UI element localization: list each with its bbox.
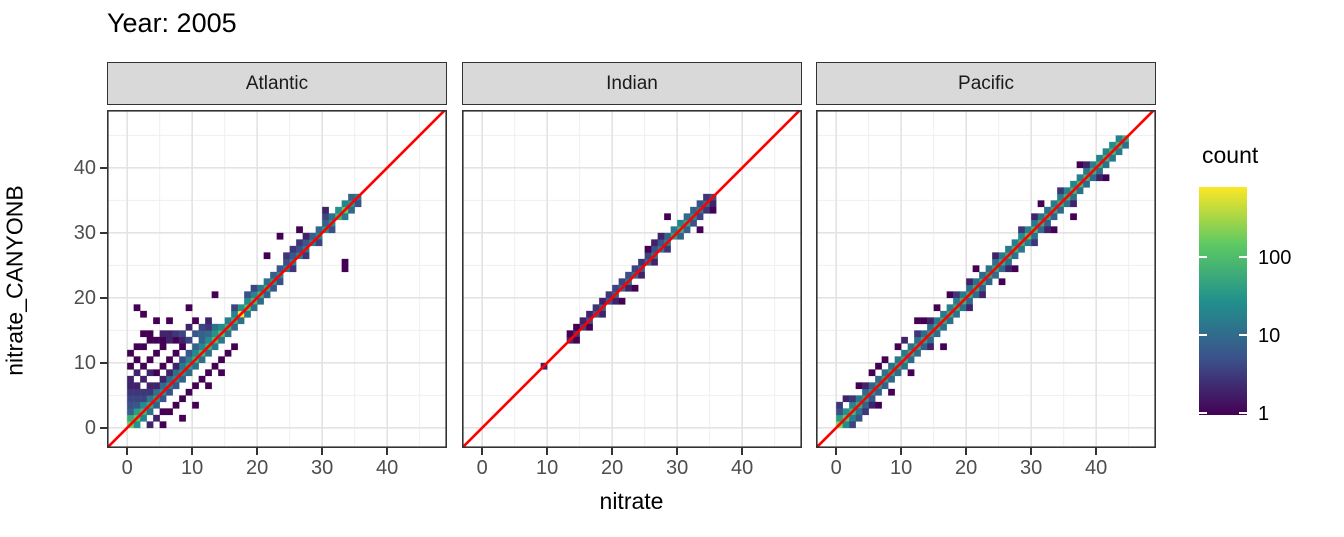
x-tick-label: 10 [536, 457, 559, 479]
plot-title: Year: 2005 [107, 8, 237, 38]
x-tick-label: 30 [1020, 457, 1043, 479]
legend-notch [1239, 334, 1247, 336]
legend-colorbar [1199, 187, 1247, 415]
legend-notch [1199, 256, 1207, 258]
facet-strip-label: Atlantic [245, 72, 309, 94]
x-tick-mark [191, 448, 194, 455]
legend-title: count [1202, 142, 1259, 168]
x-tick-mark [386, 448, 389, 455]
y-tick-mark [100, 231, 107, 234]
x-tick-label: 20 [246, 457, 269, 479]
x-tick-label: 40 [376, 457, 399, 479]
y-tick-mark [100, 426, 107, 429]
panel-indian [462, 110, 802, 448]
y-tick-label: 40 [73, 156, 96, 179]
legend-notch [1199, 334, 1207, 336]
x-tick-mark [611, 448, 614, 455]
legend-notch [1239, 412, 1247, 414]
facet-strip-label: Pacific [958, 72, 1014, 94]
x-tick-mark [546, 448, 549, 455]
x-tick-label: 20 [955, 457, 978, 479]
legend-tick-10: 10 [1258, 325, 1281, 347]
x-tick-mark [676, 448, 679, 455]
x-tick-label: 0 [476, 457, 488, 479]
facet-strip-label: Indian [606, 72, 658, 94]
x-tick-mark [835, 448, 838, 455]
x-tick-label: 30 [311, 457, 334, 479]
y-tick-mark [100, 166, 107, 169]
x-tick-mark [321, 448, 324, 455]
facet-strip-atlantic: Atlantic [107, 62, 447, 105]
x-tick-label: 20 [601, 457, 624, 479]
x-tick-label: 0 [830, 457, 842, 479]
x-tick-mark [126, 448, 129, 455]
facet-strip-indian: Indian [462, 62, 802, 105]
x-tick-mark [965, 448, 968, 455]
legend-tick-1: 1 [1258, 403, 1270, 425]
x-tick-mark [741, 448, 744, 455]
x-tick-label: 10 [890, 457, 913, 479]
x-tick-label: 30 [666, 457, 689, 479]
facet-strip-pacific: Pacific [816, 62, 1156, 105]
y-tick-label: 10 [73, 351, 96, 374]
y-tick-mark [100, 296, 107, 299]
x-tick-label: 40 [731, 457, 754, 479]
x-tick-mark [900, 448, 903, 455]
legend-tick-100: 100 [1258, 247, 1292, 269]
legend-notch [1239, 256, 1247, 258]
x-tick-mark [1095, 448, 1098, 455]
y-tick-mark [100, 361, 107, 364]
x-tick-label: 10 [181, 457, 204, 479]
y-tick-label: 20 [73, 286, 96, 309]
x-tick-mark [256, 448, 259, 455]
x-tick-mark [1030, 448, 1033, 455]
y-tick-label: 0 [84, 416, 96, 439]
panel-atlantic [107, 110, 447, 448]
x-tick-mark [481, 448, 484, 455]
x-axis-title: nitrate [599, 488, 664, 514]
x-tick-label: 0 [121, 457, 133, 479]
panel-pacific [816, 110, 1156, 448]
y-tick-label: 30 [73, 221, 96, 244]
legend-notch [1199, 412, 1207, 414]
y-axis-title: nitrate_CANYONB [1, 185, 28, 376]
x-tick-label: 40 [1085, 457, 1108, 479]
